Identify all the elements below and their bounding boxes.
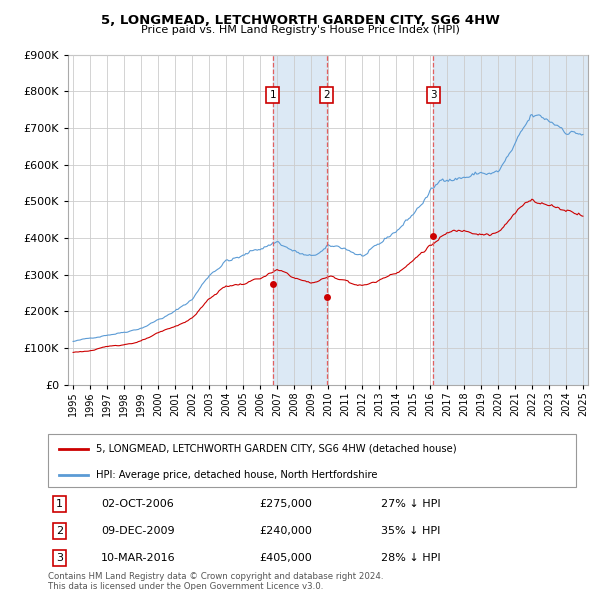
Text: 35% ↓ HPI: 35% ↓ HPI [380,526,440,536]
Text: 3: 3 [430,90,437,100]
Text: £240,000: £240,000 [259,526,312,536]
Text: £405,000: £405,000 [259,553,312,563]
Text: Contains HM Land Registry data © Crown copyright and database right 2024.: Contains HM Land Registry data © Crown c… [48,572,383,581]
Text: 5, LONGMEAD, LETCHWORTH GARDEN CITY, SG6 4HW (detached house): 5, LONGMEAD, LETCHWORTH GARDEN CITY, SG6… [95,444,456,454]
Bar [433,55,588,385]
Text: 09-DEC-2009: 09-DEC-2009 [101,526,175,536]
Text: 2: 2 [56,526,63,536]
Text: 1: 1 [56,499,63,509]
Text: This data is licensed under the Open Government Licence v3.0.: This data is licensed under the Open Gov… [48,582,323,590]
Text: 27% ↓ HPI: 27% ↓ HPI [380,499,440,509]
Text: 1: 1 [269,90,276,100]
Text: 28% ↓ HPI: 28% ↓ HPI [380,553,440,563]
Text: 3: 3 [56,553,63,563]
Text: 2: 2 [323,90,330,100]
Text: £275,000: £275,000 [259,499,312,509]
Bar [273,55,326,385]
Text: Price paid vs. HM Land Registry's House Price Index (HPI): Price paid vs. HM Land Registry's House … [140,25,460,35]
Text: 02-OCT-2006: 02-OCT-2006 [101,499,173,509]
Text: HPI: Average price, detached house, North Hertfordshire: HPI: Average price, detached house, Nort… [95,470,377,480]
Text: 5, LONGMEAD, LETCHWORTH GARDEN CITY, SG6 4HW: 5, LONGMEAD, LETCHWORTH GARDEN CITY, SG6… [101,14,499,27]
Text: 10-MAR-2016: 10-MAR-2016 [101,553,175,563]
